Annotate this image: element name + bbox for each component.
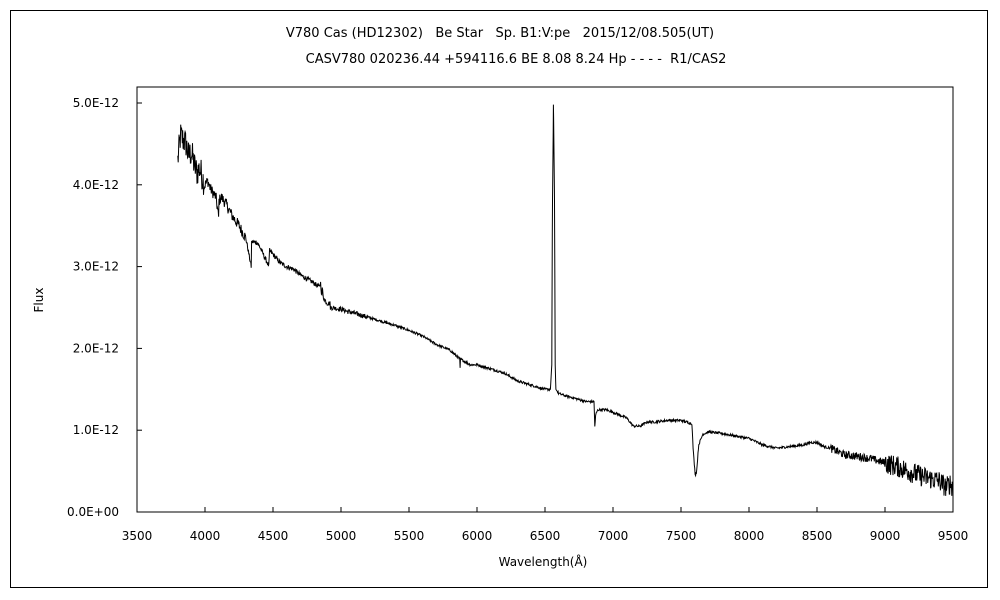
x-tick-label: 6500	[530, 529, 561, 543]
y-tick-label: 2.0E-12	[73, 341, 119, 355]
x-tick-label: 4500	[258, 529, 289, 543]
x-tick-label: 9000	[870, 529, 901, 543]
x-tick-label: 5000	[326, 529, 357, 543]
spectrum-line	[177, 104, 954, 496]
x-tick-label: 4000	[190, 529, 221, 543]
plot-area	[136, 86, 954, 513]
x-tick-label: 8500	[802, 529, 833, 543]
x-axis: 3500 4000 4500 5000 5500 6000 6500 7000 7500 8000…	[122, 507, 969, 543]
y-axis: 0.0E+00 1.0E-12 2.0E-12 3.0E-12 4.0E-12 5.0E-…	[67, 96, 142, 519]
x-tick-label: 3500	[122, 529, 153, 543]
x-tick-label: 7000	[598, 529, 629, 543]
x-tick-label: 8000	[734, 529, 765, 543]
chart-subtitle: CASV780 020236.44 +594116.6 BE 8.08 8.24…	[305, 52, 727, 67]
chart-frame	[10, 10, 988, 588]
x-tick-label: 6000	[462, 529, 493, 543]
chart-title: V780 Cas (HD12302) Be Star Sp. B1:V:pe 2…	[285, 26, 715, 41]
y-axis-label: Flux	[32, 288, 46, 313]
y-tick-label: 4.0E-12	[73, 178, 119, 192]
y-tick-label: 1.0E-12	[73, 423, 119, 437]
x-tick-label: 9500	[938, 529, 969, 543]
x-tick-label: 5500	[394, 529, 425, 543]
y-tick-label: 0.0E+00	[67, 505, 119, 519]
y-tick-label: 5.0E-12	[73, 96, 119, 110]
x-axis-label: Wavelength(Å)	[499, 554, 588, 569]
x-tick-label: 7500	[666, 529, 697, 543]
y-tick-label: 3.0E-12	[73, 260, 119, 274]
